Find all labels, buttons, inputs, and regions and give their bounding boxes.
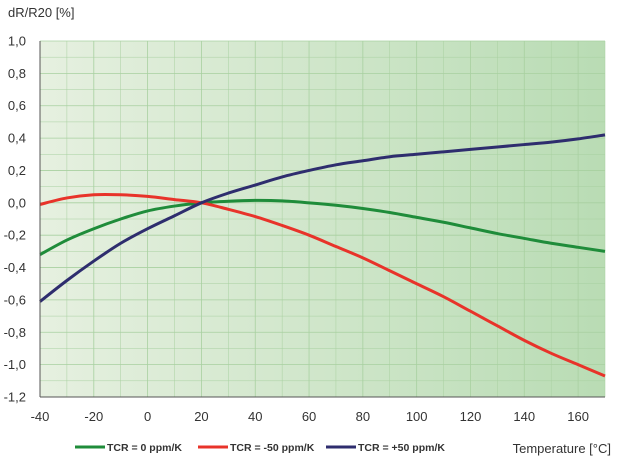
x-tick-label: 140 [513,409,535,424]
y-tick-label: -1,2 [4,390,26,405]
grid [40,40,606,397]
y-tick-label: 0,6 [8,98,26,113]
y-tick-label: -1,0 [4,357,26,372]
legend-label-2: TCR = -50 ppm/K [230,442,315,454]
series-line-1 [39,198,606,256]
x-tick-label: 0 [144,409,151,424]
x-tick-label: 100 [406,409,428,424]
y-tick-label: 0,0 [8,195,26,210]
y-tick-label: -0,8 [4,325,26,340]
y-tick-label: 0,8 [8,66,26,81]
y-tick-label: -0,2 [4,228,26,243]
x-tick-label: 120 [460,409,482,424]
legend-label-3: TCR = +50 ppm/K [358,442,445,454]
y-tick-label: 0,4 [8,131,26,146]
y-tick-label: -0,4 [4,260,26,275]
x-tick-label: -40 [31,409,50,424]
x-tick-label: -20 [84,409,103,424]
x-tick-label: 40 [248,409,262,424]
y-tick-label: -0,6 [4,292,26,307]
axes: 1,0 0,8 0,6 0,4 0,2 0,0 -0,2 -0,4 -0,6 -0,8 -1,0 -1… [4,34,605,424]
y-tick-label: 0,2 [8,163,26,178]
y-axis-title: dR/R20 [%] [8,5,74,20]
x-axis-title: Temperature [°C] [513,441,611,456]
y-tick-label: 1,0 [8,34,26,49]
legend-label-1: TCR = 0 ppm/K [107,442,182,454]
x-tick-label: 80 [356,409,370,424]
x-tick-label: 160 [567,409,589,424]
x-tick-label: 20 [194,409,208,424]
series-lines [39,133,606,378]
series-line-3 [39,133,606,303]
legend: TCR = 0 ppm/K TCR = -50 ppm/K TCR = +50 pp… [75,442,445,454]
x-tick-label: 60 [302,409,316,424]
series-line-2 [39,192,606,378]
